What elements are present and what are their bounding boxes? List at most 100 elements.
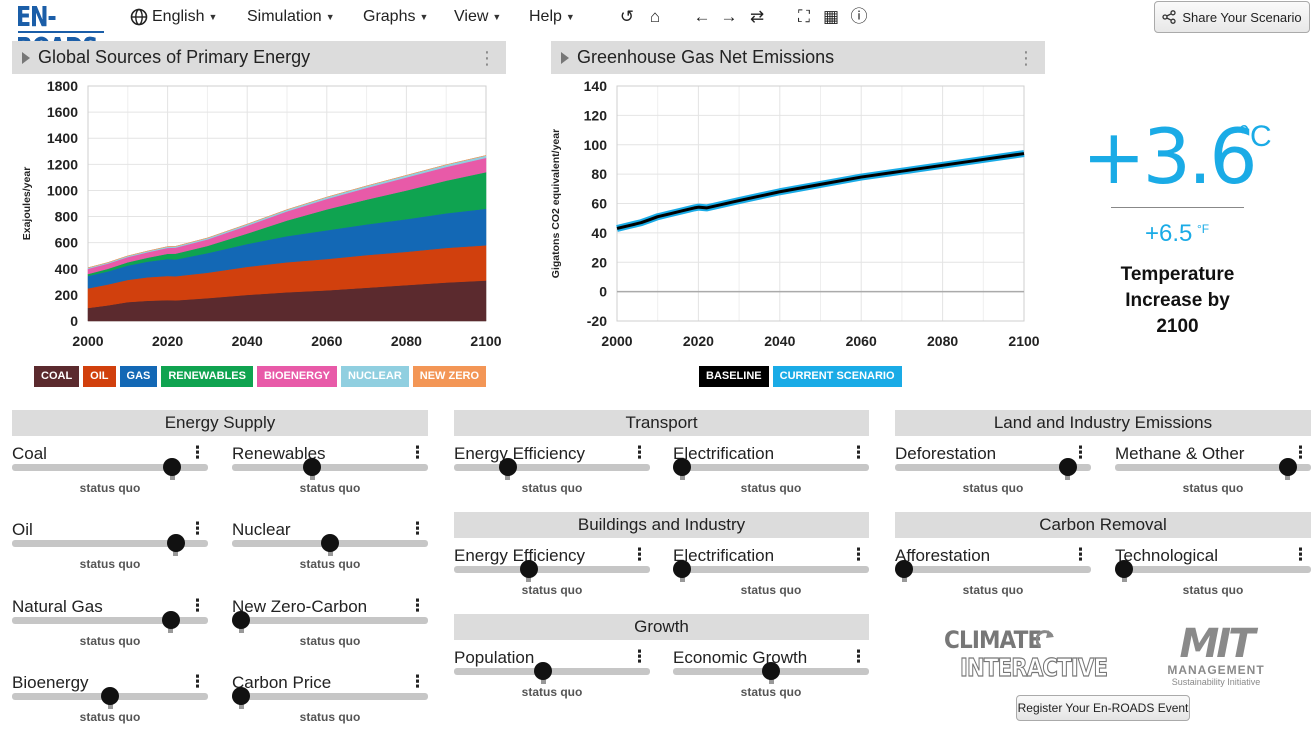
legend-item[interactable]: COAL [34,366,80,387]
climate-interactive-logo[interactable]: CLIMATE INTERACTIVE [940,626,1108,684]
slider-new-zero-carbon[interactable]: New Zero-Carbon ⋮ status quo [232,596,428,648]
slider-track[interactable] [232,693,428,700]
slider-track[interactable] [12,540,208,547]
fullscreen-icon[interactable]: ⛶ [798,7,810,26]
slider-handle[interactable] [232,687,250,705]
slider-handle[interactable] [166,534,185,552]
help-menu[interactable]: Help ▼ [529,7,575,27]
legend-item[interactable]: GAS [119,366,158,387]
kebab-menu-icon[interactable]: ⋮ [850,443,867,462]
kebab-menu-icon[interactable]: ⋮ [1292,545,1309,564]
kebab-menu-icon[interactable]: ⋮ [631,545,648,564]
kebab-menu-icon[interactable]: ⋮ [409,596,426,615]
slider-methane[interactable]: Methane & Other ⋮ status quo [1115,443,1311,495]
kebab-menu-icon[interactable]: ⋮ [189,672,206,691]
en-roads-logo[interactable]: EN-ROADS [16,2,98,65]
slider-deforestation[interactable]: Deforestation ⋮ status quo [895,443,1091,495]
kebab-menu-icon[interactable]: ⋮ [1292,443,1309,462]
slider-handle[interactable] [1058,458,1077,476]
kebab-menu-icon[interactable]: ⋮ [850,545,867,564]
slider-natural-gas[interactable]: Natural Gas ⋮ status quo [12,596,208,648]
kebab-menu-icon[interactable]: ⋮ [189,519,206,538]
simulation-menu[interactable]: Simulation ▼ [247,7,335,27]
slider-handle[interactable] [534,662,553,680]
slider-transport-electrification[interactable]: Electrification ⋮ status quo [673,443,869,495]
slider-economic-growth[interactable]: Economic Growth ⋮ status quo [673,647,869,699]
energy-graph-header[interactable]: Global Sources of Primary Energy ⋮ [12,41,506,74]
view-menu[interactable]: View ▼ [454,7,501,27]
slider-handle[interactable] [673,458,691,476]
slider-handle[interactable] [321,534,339,552]
slider-track[interactable] [673,464,869,471]
slider-renewables[interactable]: Renewables ⋮ status quo [232,443,428,495]
back-arrow-icon[interactable]: ← [693,7,711,26]
table-icon[interactable]: ▦ [822,7,840,26]
slider-handle[interactable] [519,560,538,578]
slider-track[interactable] [673,566,869,573]
slider-track[interactable] [232,464,428,471]
kebab-menu-icon[interactable]: ⋮ [189,443,206,462]
slider-carbon-price[interactable]: Carbon Price ⋮ status quo [232,672,428,724]
kebab-menu-icon[interactable]: ⋮ [478,47,496,68]
language-menu[interactable]: English ▼ [130,7,217,27]
slider-technological[interactable]: Technological ⋮ status quo [1115,545,1311,597]
slider-handle[interactable] [498,458,517,476]
slider-track[interactable] [1115,464,1311,471]
legend-item[interactable]: OIL [83,366,116,387]
graphs-menu[interactable]: Graphs ▼ [363,7,428,27]
slider-handle[interactable] [232,611,250,629]
emissions-graph-header[interactable]: Greenhouse Gas Net Emissions ⋮ [551,41,1045,74]
slider-handle[interactable] [303,458,322,476]
swap-icon[interactable]: ⇄ [749,7,765,26]
kebab-menu-icon[interactable]: ⋮ [409,672,426,691]
slider-handle[interactable] [895,560,913,578]
slider-coal[interactable]: Coal ⋮ status quo [12,443,208,495]
slider-track[interactable] [454,668,650,675]
slider-oil[interactable]: Oil ⋮ status quo [12,519,208,571]
legend-item[interactable]: BASELINE [699,366,769,387]
forward-arrow-icon[interactable]: → [720,7,738,26]
slider-track[interactable] [895,566,1091,573]
expand-triangle-icon[interactable] [561,51,569,64]
kebab-menu-icon[interactable]: ⋮ [409,519,426,538]
slider-track[interactable] [454,566,650,573]
slider-buildings-efficiency[interactable]: Energy Efficiency ⋮ status quo [454,545,650,597]
slider-track[interactable] [1115,566,1311,573]
slider-handle[interactable] [101,687,119,705]
slider-track[interactable] [12,617,208,624]
mit-management-logo[interactable]: MIT MANAGEMENT Sustainability Initiative [1160,624,1272,687]
home-icon[interactable]: ⌂ [649,7,661,26]
legend-item[interactable]: BIOENERGY [256,366,337,387]
slider-track[interactable] [232,617,428,624]
slider-handle[interactable] [161,611,180,629]
kebab-menu-icon[interactable]: ⋮ [850,647,867,666]
kebab-menu-icon[interactable]: ⋮ [631,647,648,666]
slider-afforestation[interactable]: Afforestation ⋮ status quo [895,545,1091,597]
slider-handle[interactable] [1115,560,1133,578]
slider-track[interactable] [454,464,650,471]
expand-triangle-icon[interactable] [22,51,30,64]
kebab-menu-icon[interactable]: ⋮ [409,443,426,462]
kebab-menu-icon[interactable]: ⋮ [1017,47,1035,68]
slider-track[interactable] [12,464,208,471]
slider-buildings-electrification[interactable]: Electrification ⋮ status quo [673,545,869,597]
kebab-menu-icon[interactable]: ⋮ [1072,545,1089,564]
legend-item[interactable]: NUCLEAR [341,366,409,387]
legend-item[interactable]: NEW ZERO [412,366,487,387]
slider-handle[interactable] [673,560,691,578]
legend-item[interactable]: RENEWABLES [161,366,253,387]
slider-population[interactable]: Population ⋮ status quo [454,647,650,699]
kebab-menu-icon[interactable]: ⋮ [1072,443,1089,462]
slider-nuclear[interactable]: Nuclear ⋮ status quo [232,519,428,571]
share-scenario-button[interactable]: Share Your Scenario [1154,1,1310,33]
undo-icon[interactable]: ↺ [619,7,635,26]
legend-item[interactable]: CURRENT SCENARIO [772,366,902,387]
register-event-button[interactable]: Register Your En-ROADS Event [1016,695,1190,721]
slider-bioenergy[interactable]: Bioenergy ⋮ status quo [12,672,208,724]
slider-transport-efficiency[interactable]: Energy Efficiency ⋮ status quo [454,443,650,495]
kebab-menu-icon[interactable]: ⋮ [189,596,206,615]
info-icon[interactable]: ⓘ [850,7,868,26]
kebab-menu-icon[interactable]: ⋮ [631,443,648,462]
slider-handle[interactable] [163,458,182,476]
slider-track[interactable] [895,464,1091,471]
